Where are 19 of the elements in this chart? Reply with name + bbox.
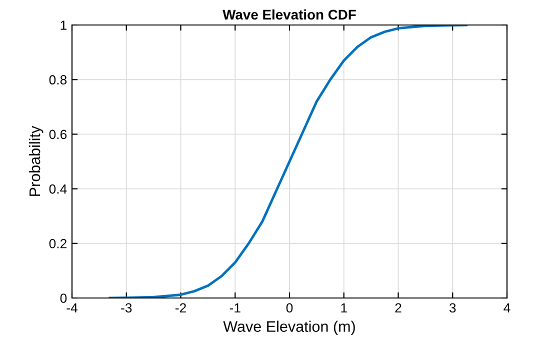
y-tick-label: 0 [60, 294, 67, 303]
x-tick-label: -1 [230, 303, 240, 312]
x-tick-label: 4 [504, 303, 510, 312]
chart-title: Wave Elevation CDF [222, 9, 356, 20]
x-tick-label: 1 [341, 303, 347, 312]
y-tick-label: 0.6 [49, 130, 67, 140]
y-tick-label: 1 [60, 20, 66, 30]
x-tick-label: -4 [66, 303, 78, 312]
x-tick-label: 3 [449, 303, 456, 313]
x-tick-label: -2 [175, 303, 186, 312]
y-tick-label: 0.8 [49, 75, 67, 85]
y-tick-label: 0.2 [49, 238, 66, 248]
x-tick-label: -3 [121, 303, 132, 313]
y-tick-label: 0.4 [49, 184, 67, 194]
x-tick-label: 0 [286, 303, 293, 313]
x-tick-label: 2 [395, 303, 402, 312]
x-axis-title: Wave Elevation (m) [223, 320, 355, 335]
y-axis-title: Probability [29, 126, 44, 196]
line-series [108, 25, 468, 298]
